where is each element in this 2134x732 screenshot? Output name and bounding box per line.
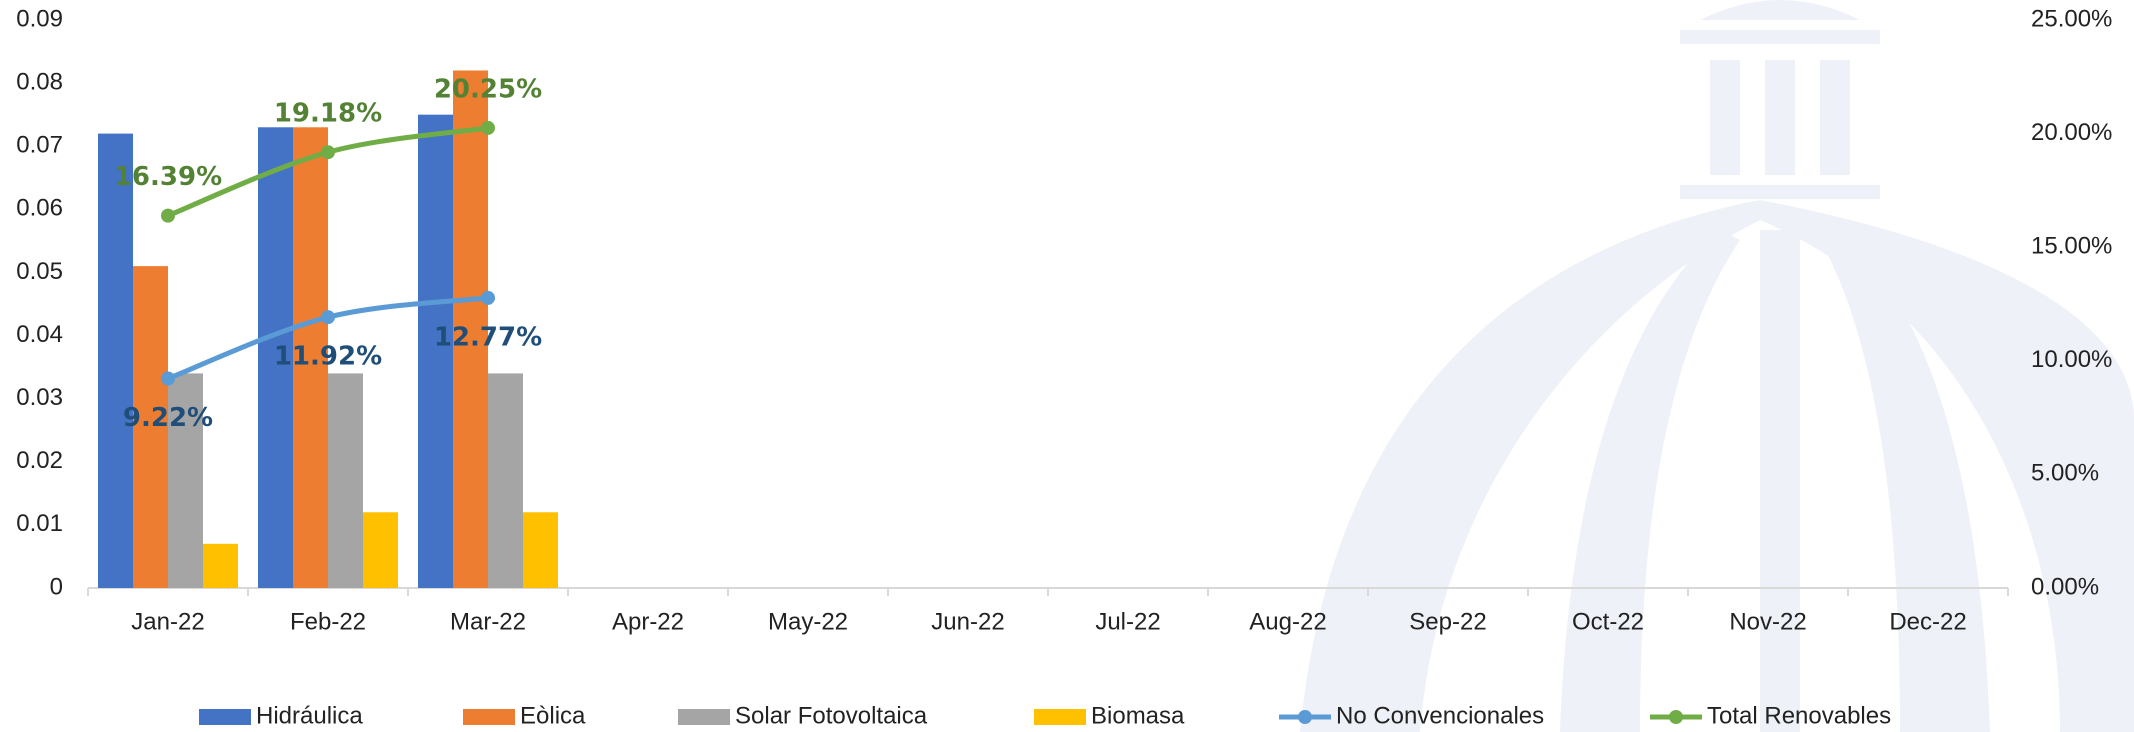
bar <box>258 127 293 589</box>
x-tick-label: Dec-22 <box>1889 608 1966 635</box>
bar <box>328 373 363 588</box>
line-point <box>321 310 335 325</box>
legend-marker <box>463 709 515 725</box>
y2-tick-label: 15.00% <box>2031 233 2112 260</box>
line-point <box>481 120 495 135</box>
y-tick-label: 0.02 <box>16 447 63 474</box>
bar <box>363 512 398 588</box>
x-tick-label: Mar-22 <box>450 608 526 635</box>
legend-label: Solar Fotovoltaica <box>735 702 928 729</box>
x-tick-label: Feb-22 <box>290 608 366 635</box>
x-tick-label: Oct-22 <box>1572 608 1644 635</box>
y-tick-label: 0 <box>50 573 63 600</box>
bar <box>418 114 453 589</box>
line-point <box>161 208 175 223</box>
x-tick-label: Jul-22 <box>1095 608 1160 635</box>
y-tick-label: 0.01 <box>16 510 63 537</box>
x-tick-label: Aug-22 <box>1249 608 1326 635</box>
legend-marker <box>199 709 251 725</box>
x-tick-label: Jun-22 <box>931 608 1004 635</box>
legend-marker <box>1034 709 1086 725</box>
x-tick-label: Jan-22 <box>131 608 204 635</box>
x-tick-label: Apr-22 <box>612 608 684 635</box>
bar <box>523 512 558 588</box>
legend-label: Biomasa <box>1091 702 1185 729</box>
bar <box>133 266 168 588</box>
x-tick-label: May-22 <box>768 608 848 635</box>
legend-marker <box>1298 710 1312 724</box>
bar <box>453 70 488 588</box>
bar <box>293 127 328 589</box>
bar <box>203 543 238 588</box>
legend-label: Eòlica <box>520 702 586 729</box>
legend-label: Hidráulica <box>256 702 363 729</box>
x-tick-label: Sep-22 <box>1409 608 1486 635</box>
y2-tick-label: 10.00% <box>2031 346 2112 373</box>
y-tick-label: 0.09 <box>16 5 63 32</box>
value-label: 12.77% <box>434 322 542 352</box>
bar <box>168 373 203 588</box>
legend-label: No Convencionales <box>1336 702 1544 729</box>
watermark <box>1300 0 2134 732</box>
y2-tick-label: 5.00% <box>2031 460 2099 487</box>
line-point <box>481 290 495 305</box>
bar <box>98 133 133 588</box>
legend-marker <box>1669 710 1683 724</box>
y-tick-label: 0.03 <box>16 384 63 411</box>
y-tick-label: 0.07 <box>16 132 63 159</box>
y-tick-label: 0.08 <box>16 68 63 95</box>
x-tick-label: Nov-22 <box>1729 608 1806 635</box>
legend-label: Total Renovables <box>1707 702 1891 729</box>
bar <box>488 373 523 588</box>
y-tick-label: 0.05 <box>16 258 63 285</box>
line-point <box>161 371 175 386</box>
y2-tick-label: 20.00% <box>2031 119 2112 146</box>
y2-tick-label: 25.00% <box>2031 5 2112 32</box>
legend-marker <box>678 709 730 725</box>
line-point <box>321 145 335 160</box>
value-label: 19.18% <box>274 99 382 129</box>
y2-tick-label: 0.00% <box>2031 573 2099 600</box>
value-label: 9.22% <box>123 403 213 433</box>
value-label: 16.39% <box>114 162 222 192</box>
value-label: 11.92% <box>274 342 382 372</box>
value-label: 20.25% <box>434 74 542 104</box>
y-tick-label: 0.04 <box>16 321 63 348</box>
y-tick-label: 0.06 <box>16 195 63 222</box>
